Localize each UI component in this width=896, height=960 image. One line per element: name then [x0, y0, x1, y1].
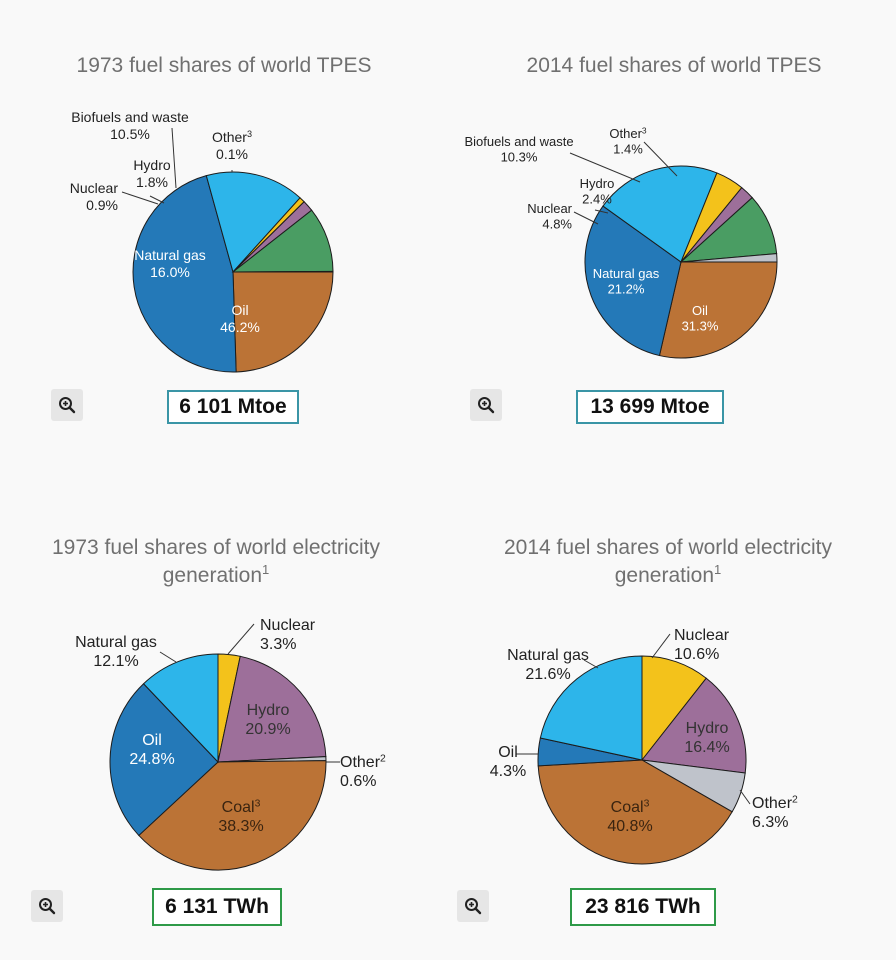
slice-label-other: Other2 6.3% [752, 794, 798, 831]
zoom-button[interactable] [470, 389, 502, 421]
pie-slice-natural-gas [142, 653, 219, 764]
footnote-marker: 1 [714, 562, 722, 577]
slice-label-nuclear: Nuclear 0.9% [70, 180, 119, 213]
total-value-box: 23 816 TWh [570, 888, 716, 926]
slice-label-other: Other3 1.4% [609, 125, 647, 156]
slice-label-other: Other2 0.6% [340, 753, 386, 790]
slice-label-natural-gas: Natural gas 16.0% [134, 247, 206, 280]
slice-label-natural-gas: Natural gas 21.2% [593, 266, 660, 297]
chart-title-text: 1973 fuel shares of world TPES [76, 54, 372, 77]
pie-chart-1973-electricity: Nuclear 3.3% Hydro 20.9% Other2 0.6% Coal3 38.3… [75, 617, 386, 871]
slice-label-biofuels-and-waste: Biofuels and waste 10.3% [464, 134, 573, 165]
zoom-button[interactable] [457, 890, 489, 922]
zoom-in-icon [59, 397, 76, 414]
pie-slice-hydro [641, 677, 747, 774]
chart-title-text: 2014 fuel shares of world TPES [526, 54, 822, 77]
pie-slice-coal [658, 261, 778, 359]
panel-1973-electricity: 1973 fuel shares of world electricity ge… [0, 480, 448, 960]
chart-title-line-1: 2014 fuel shares of world electricity [504, 536, 832, 559]
chart-title: 2014 fuel shares of world TPES [450, 52, 896, 80]
pie-slice-coal [537, 759, 733, 865]
pie-slice-other [232, 270, 334, 273]
leader-line-biofuels-and-waste [569, 152, 641, 183]
leader-line-other [739, 789, 751, 805]
leader-line-biofuels-and-waste [171, 127, 177, 189]
pie-slice-natural-gas [602, 165, 718, 263]
pie-slice-coal [138, 760, 327, 871]
chart-title: 2014 fuel shares of world electricity ge… [444, 534, 892, 590]
leader-line-nuclear [227, 623, 255, 655]
panel-2014-tpes: 2014 fuel shares of world TPES Coal228.6… [448, 0, 896, 480]
leader-line-nuclear [573, 211, 599, 225]
slice-label-nuclear: Nuclear 10.6% [674, 627, 730, 663]
pie-slice-natural-gas [539, 655, 643, 761]
panel-2014-electricity: 2014 fuel shares of world electricity ge… [448, 480, 896, 960]
slice-label-natural-gas: Natural gas 21.6% [507, 647, 589, 683]
pie-chart-2014-electricity: Nuclear 10.6% Hydro 16.4% Other2 6.3% Coal3 40.… [490, 627, 798, 865]
zoom-button[interactable] [31, 890, 63, 922]
leader-line-other [643, 141, 678, 177]
slice-label-nuclear: Nuclear 3.3% [260, 617, 316, 653]
zoom-in-icon [465, 898, 482, 915]
total-value-box: 13 699 Mtoe [576, 390, 724, 424]
pie-slice-nuclear [641, 655, 707, 762]
pie-slice-oil [109, 683, 219, 837]
leader-line-nuclear [651, 633, 671, 659]
pie-slice-oil [584, 205, 682, 357]
slice-label-nuclear: Nuclear 4.8% [527, 201, 572, 232]
pie-slice-oil [132, 175, 237, 373]
total-value-box: 6 131 TWh [152, 888, 282, 926]
slice-label-oil: Oil 46.2% [220, 302, 260, 335]
pie-slice-natural-gas [205, 171, 301, 274]
chart-title: 1973 fuel shares of world TPES [0, 52, 448, 80]
slice-label-hydro: Hydro 2.4% [580, 176, 615, 207]
chart-title-line-2: generation [162, 564, 262, 587]
leader-line-nuclear [121, 191, 159, 205]
slice-label-hydro: Hydro 20.9% [245, 702, 290, 738]
slice-label-coal: Coal3 40.8% [607, 798, 652, 835]
pie-slice-coal [232, 271, 334, 373]
slice-label-biofuels-and-waste: Biofuels and waste 10.5% [71, 109, 189, 142]
chart-title: 1973 fuel shares of world electricity ge… [0, 534, 440, 590]
slice-label-coal: Coal3 38.3% [218, 798, 263, 835]
panel-1973-tpes: 1973 fuel shares of world TPES Coal224.5… [0, 0, 448, 480]
leader-line-natural-gas [159, 651, 177, 663]
slice-label-oil: Oil 31.3% [682, 303, 719, 334]
slice-label-oil: Oil 4.3% [490, 744, 526, 780]
zoom-in-icon [39, 898, 56, 915]
slice-label-oil: Oil 24.8% [129, 732, 174, 768]
zoom-button[interactable] [51, 389, 83, 421]
leader-line-hydro [594, 209, 609, 214]
footnote-marker: 1 [262, 562, 270, 577]
pie-slice-hydro [217, 655, 327, 763]
chart-title-line-1: 1973 fuel shares of world electricity [52, 536, 380, 559]
slice-label-other: Other3 0.1% [212, 129, 252, 162]
total-value-box: 6 101 Mtoe [167, 390, 299, 424]
chart-title-line-2: generation [614, 564, 714, 587]
leader-line-natural-gas [583, 659, 599, 669]
slice-label-hydro: Hydro 16.4% [684, 720, 729, 756]
slice-label-natural-gas: Natural gas 12.1% [75, 634, 157, 670]
zoom-in-icon [478, 397, 495, 414]
pie-slice-other [680, 253, 778, 263]
leader-line-hydro [149, 195, 165, 204]
slice-label-hydro: Hydro 1.8% [133, 157, 171, 190]
